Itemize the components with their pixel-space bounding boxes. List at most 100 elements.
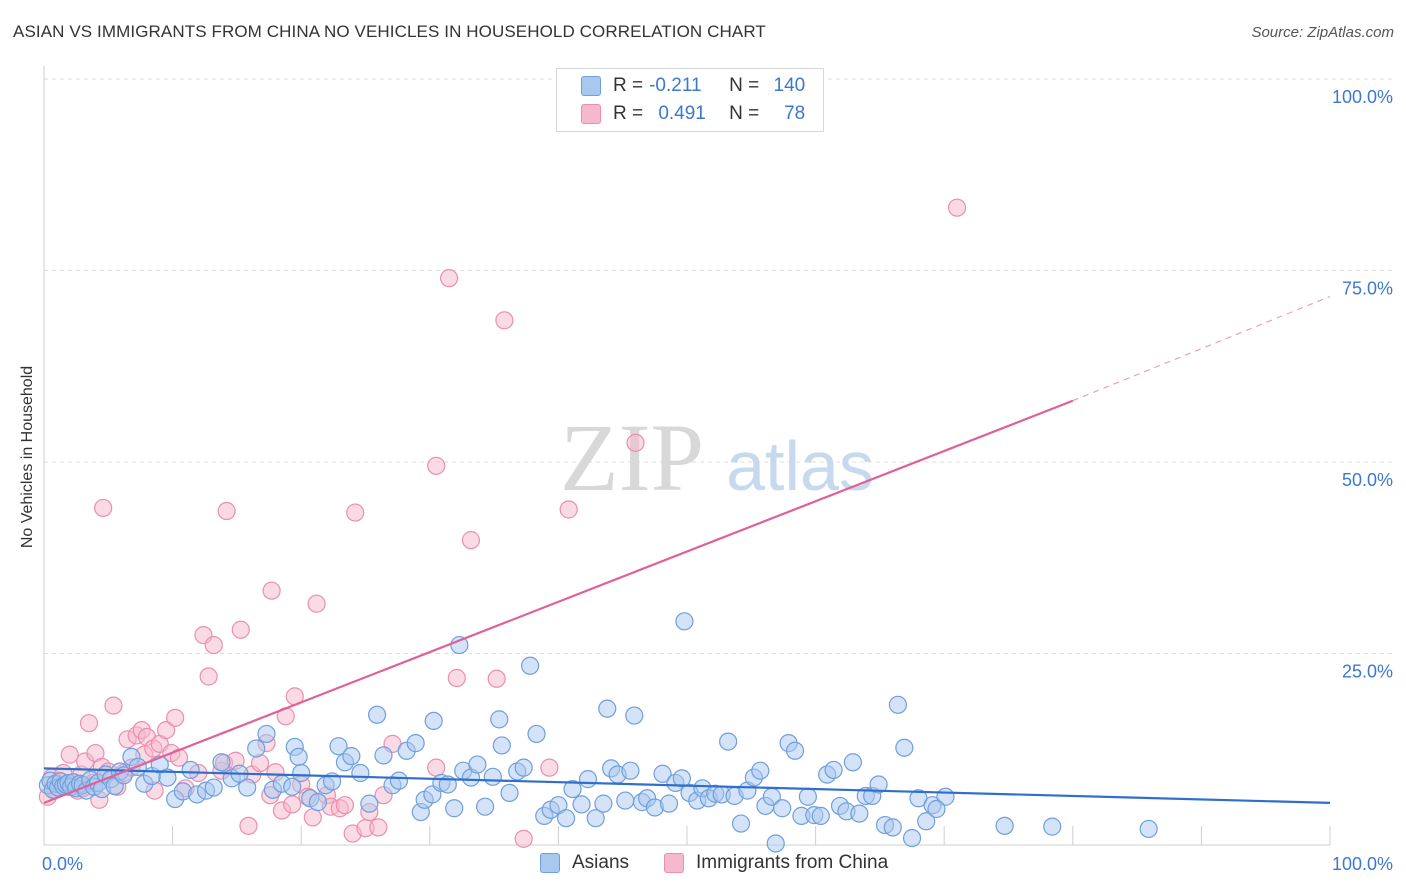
asian-point — [238, 778, 257, 797]
asian-point — [289, 747, 308, 767]
asian-point — [367, 705, 387, 724]
china-point — [626, 433, 645, 452]
watermark: ZIP atlas — [560, 404, 874, 511]
china-point — [427, 758, 446, 777]
asian-point — [483, 767, 502, 786]
china-point — [427, 456, 446, 475]
asian-point — [329, 737, 348, 756]
bottom-legend-swatch-asians — [540, 853, 560, 873]
trend-lines — [43, 295, 1331, 804]
y-tick-label-25: 25.0% — [1342, 662, 1393, 682]
asian-point — [1043, 817, 1062, 836]
asian-point — [616, 791, 635, 810]
asian-point — [389, 771, 409, 790]
asian-point — [917, 812, 936, 831]
bottom-legend-china-label: Immigrants from China — [696, 852, 889, 873]
bottom-legend-china: Immigrants from China — [664, 852, 888, 874]
asian-point — [212, 753, 231, 772]
asian-point — [843, 753, 862, 772]
asian-point — [468, 755, 487, 774]
china-point — [166, 708, 185, 727]
asian-point — [351, 763, 370, 783]
asian-point — [672, 769, 691, 788]
asian-point — [850, 804, 869, 823]
asian-point — [598, 699, 617, 718]
china-point — [157, 720, 176, 740]
y-tick-label-100: 100.0% — [1332, 87, 1393, 107]
asian-point — [621, 761, 640, 780]
asian-point — [445, 799, 464, 818]
bottom-legend-swatch-china — [664, 853, 684, 873]
china-point — [204, 635, 223, 655]
legend-row-asians: R = -0.211 N = 140 — [581, 74, 805, 98]
asian-point — [824, 760, 843, 780]
asian-point — [490, 710, 509, 729]
asian-point — [751, 761, 770, 780]
china-point — [514, 829, 533, 848]
asian-point — [675, 612, 694, 631]
asian-point — [895, 738, 914, 757]
asian-point — [811, 806, 830, 825]
axes — [43, 66, 1331, 846]
china-point — [447, 668, 466, 688]
watermark-zip: ZIP — [560, 404, 704, 511]
asian-point — [995, 816, 1014, 835]
chart-title: ASIAN VS IMMIGRANTS FROM CHINA NO VEHICL… — [13, 22, 766, 41]
asian-point — [257, 724, 276, 744]
legend-n-value: 78 — [784, 103, 806, 124]
asian-point — [659, 794, 679, 813]
china-point — [239, 816, 258, 835]
asian-point — [927, 799, 946, 819]
china-point — [262, 581, 281, 600]
asian-point — [888, 695, 908, 714]
asian-point — [360, 794, 379, 813]
legend-r-value: 0.491 — [658, 103, 706, 124]
china-trend-line — [43, 399, 1074, 804]
watermark-atlas: atlas — [726, 427, 874, 505]
china-point — [369, 818, 388, 837]
legend-n-label: N = — [729, 103, 760, 124]
asian-point — [578, 770, 598, 789]
asian-point — [785, 741, 805, 760]
china-point — [104, 696, 123, 715]
china-point — [540, 758, 559, 777]
asian-point — [594, 794, 613, 813]
grid — [44, 78, 1392, 654]
asian-point — [521, 656, 540, 675]
china-point — [231, 620, 250, 639]
asian-point — [374, 746, 393, 765]
legend-swatch-asians — [581, 76, 601, 96]
asian-point — [527, 724, 546, 744]
asian-point — [450, 635, 469, 655]
asian-points — [38, 612, 1158, 853]
china-point — [199, 667, 218, 686]
asian-point — [475, 797, 495, 816]
legend-n-label: N = — [729, 75, 760, 96]
china-point — [495, 311, 514, 330]
china-point — [346, 503, 365, 522]
china-point — [283, 795, 302, 814]
asian-point — [500, 783, 519, 803]
china-point — [335, 796, 355, 815]
china-point — [307, 594, 326, 613]
asian-point — [308, 793, 328, 812]
asian-point — [514, 758, 533, 777]
asian-point — [406, 734, 425, 753]
asian-point — [292, 763, 311, 783]
asian-point — [1139, 819, 1158, 839]
china-point — [559, 500, 578, 519]
asian-point — [181, 760, 200, 780]
china-point — [487, 669, 506, 688]
asian-point — [283, 777, 302, 796]
asian-point — [625, 706, 644, 725]
asian-point — [158, 768, 177, 787]
asian-point — [572, 795, 591, 814]
asian-point — [424, 711, 443, 731]
asian-point — [586, 809, 605, 828]
legend-swatch-china — [581, 104, 601, 124]
legend-r-label: R = — [613, 75, 644, 96]
asian-point — [653, 764, 672, 783]
legend-r-label: R = — [613, 103, 644, 124]
asian-point — [798, 787, 817, 806]
